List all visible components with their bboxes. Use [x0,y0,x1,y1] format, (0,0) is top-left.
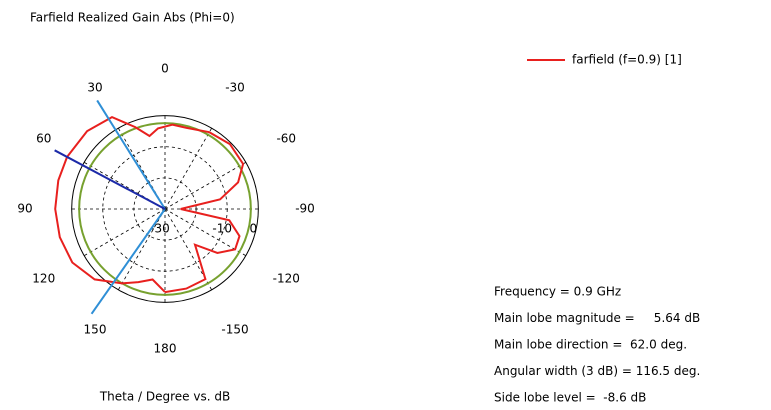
gain-curve [54,115,245,294]
angle-label: 30 [87,80,102,94]
reference-circle [78,122,252,296]
angle-label: 120 [32,272,55,286]
angle-label: 60 [36,132,51,146]
angle-label: 150 [84,323,107,337]
info-line: Main lobe magnitude = 5.64 dB [494,311,700,325]
grid-circle [71,115,259,303]
r-tick-label: 0 [250,222,258,236]
beamwidth-line [90,208,166,315]
info-line: Main lobe direction = 62.0 deg. [494,338,687,352]
grid-circle [133,177,197,241]
chart-title: Farfield Realized Gain Abs (Phi=0) [30,11,235,25]
info-line: Frequency = 0.9 GHz [494,285,621,299]
main-lobe-line [54,149,166,210]
info-line: Side lobe level = -8.6 dB [494,391,646,405]
angle-label: -60 [276,132,296,146]
angle-label: 180 [154,342,177,356]
info-line: Angular width (3 dB) = 116.5 deg. [494,364,700,378]
r-tick-label: -10 [212,222,232,236]
angle-label: -90 [295,202,315,216]
beamwidth-line [96,99,166,210]
r-tick-label: -30 [150,222,170,236]
angle-label: 90 [17,202,32,216]
angle-label: -150 [221,323,248,337]
grid-circle [102,146,228,272]
axis-label: Theta / Degree vs. dB [99,390,230,404]
legend-label: farfield (f=0.9) [1] [572,53,682,67]
spoke [164,127,213,210]
angle-label: -30 [225,80,245,94]
angle-label: 0 [161,62,169,76]
angle-label: -120 [273,272,300,286]
